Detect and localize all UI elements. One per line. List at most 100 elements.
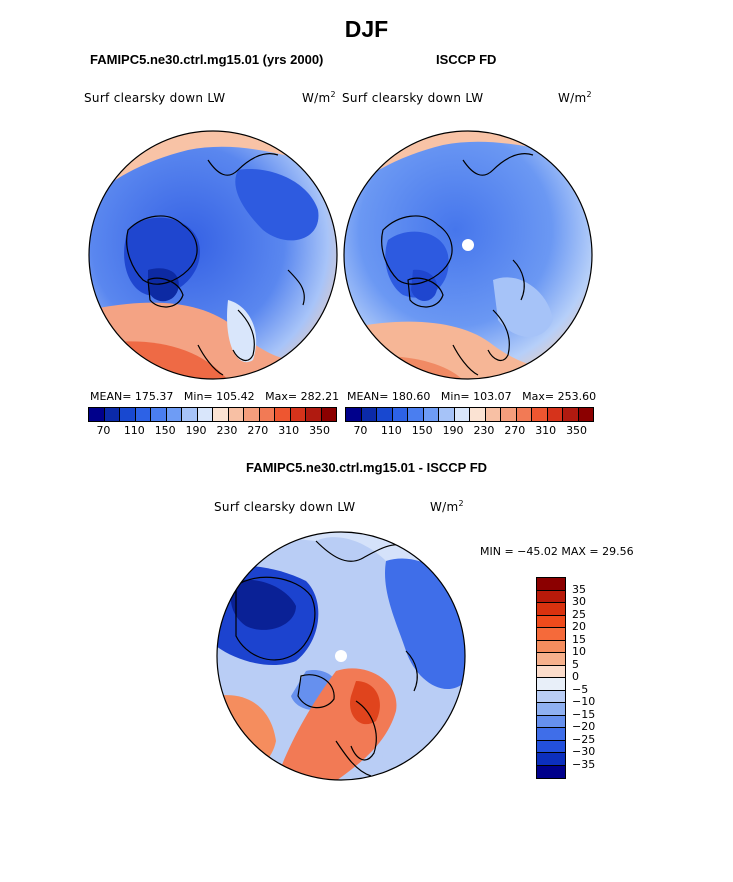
colorbar-swatch — [408, 408, 424, 421]
neutral-region — [227, 300, 257, 363]
colorbar-swatch — [470, 408, 486, 421]
colorbar-swatch — [516, 408, 532, 421]
colorbar-tick-label: −25 — [572, 732, 596, 746]
colorbar-tick-label: 10 — [572, 645, 586, 658]
colorbar-swatch — [306, 408, 322, 421]
colorbar-swatch — [537, 603, 565, 616]
colorbar-swatch — [259, 408, 275, 421]
colorbar-swatch — [151, 408, 167, 421]
colorbar-tick-label: 30 — [572, 595, 586, 608]
colorbar-tick-label: −20 — [572, 720, 596, 733]
colorbar-tick-label: −30 — [572, 745, 596, 758]
colorbar-swatch — [537, 665, 565, 678]
colorbar-tick-label: 190 — [185, 424, 207, 437]
left-stats: MEAN= 175.37 Min= 105.42 Max= 282.21 — [90, 390, 340, 403]
left-colorbar-ticks: 70 110 150 190 230 270 310 350 — [88, 424, 335, 438]
map-boundary — [343, 130, 593, 380]
colorbar-swatch — [346, 408, 362, 421]
colorbar-tick-label: −5 — [572, 682, 589, 696]
pole-missing-data-icon — [462, 239, 474, 251]
cold-core — [148, 268, 179, 302]
colorbar-swatch — [120, 408, 136, 421]
diff-minmax-label: MIN = −45.02 MAX = 29.56 — [480, 545, 634, 558]
colorbar-tick-label: 310 — [535, 424, 557, 437]
colorbar-swatch — [89, 408, 105, 421]
coastlines — [126, 153, 305, 376]
left-panel-heading: FAMIPC5.ne30.ctrl.mg15.01 (yrs 2000) — [90, 52, 324, 67]
colorbar-swatch — [485, 408, 501, 421]
left-colorbar — [88, 407, 337, 422]
colorbar-tick-label: −15 — [572, 707, 596, 721]
right-colorbar — [345, 407, 594, 422]
left-variable-label: Surf clearsky down LW — [84, 91, 226, 105]
colorbar-tick-label: 25 — [572, 607, 586, 621]
left-polar-map — [88, 130, 338, 380]
right-panel-heading: ISCCP FD — [436, 52, 497, 67]
right-colorbar-ticks: 70 110 150 190 230 270 310 350 — [345, 424, 592, 438]
colorbar-swatch — [537, 678, 565, 691]
left-units-label: W/m2 — [302, 90, 336, 105]
colorbar-swatch — [578, 408, 593, 421]
colorbar-tick-label: 5 — [572, 657, 579, 671]
pole-missing-data-icon — [335, 650, 347, 662]
colorbar-tick-label: 150 — [411, 424, 433, 437]
diff-panel-heading: FAMIPC5.ne30.ctrl.mg15.01 - ISCCP FD — [245, 460, 488, 475]
map-boundary — [88, 130, 338, 380]
cold-core — [230, 579, 296, 630]
colorbar-swatch — [197, 408, 213, 421]
colorbar-tick-label: 15 — [572, 632, 586, 646]
colorbar-tick-label: 270 — [247, 424, 269, 437]
colorbar-swatch — [537, 615, 565, 628]
warm-core — [350, 681, 380, 725]
diff-units-label: W/m2 — [430, 499, 464, 514]
cold-region-east — [235, 169, 319, 241]
colorbar-swatch — [537, 690, 565, 703]
colorbar-swatch — [537, 740, 565, 753]
colorbar-tick-label: 20 — [572, 620, 586, 633]
colorbar-swatch — [439, 408, 455, 421]
colorbar-swatch — [244, 408, 260, 421]
colorbar-swatch — [361, 408, 377, 421]
colorbar-tick-label: 230 — [216, 424, 238, 437]
colorbar-swatch — [537, 753, 565, 766]
neutral-region-south — [381, 729, 465, 780]
colorbar-swatch — [290, 408, 306, 421]
colorbar-swatch — [537, 728, 565, 741]
coastlines — [381, 153, 534, 376]
right-polar-map — [343, 130, 593, 380]
colorbar-swatch — [537, 590, 565, 603]
colorbar-tick-label: 35 — [572, 582, 586, 596]
colorbar-tick-label: 270 — [504, 424, 526, 437]
colorbar-swatch — [537, 653, 565, 666]
colorbar-tick-label: 350 — [566, 424, 588, 437]
colorbar-swatch — [228, 408, 244, 421]
colorbar-swatch — [563, 408, 579, 421]
neutral-region — [493, 277, 553, 337]
colorbar-tick-label: −10 — [572, 695, 596, 708]
colorbar-swatch — [537, 703, 565, 716]
colorbar-swatch — [532, 408, 548, 421]
colorbar-tick-label: −35 — [572, 757, 596, 771]
diff-polar-map — [216, 531, 466, 781]
coastlines — [235, 540, 418, 777]
colorbar-tick-label: 70 — [96, 424, 111, 437]
colorbar-swatch — [166, 408, 182, 421]
diff-colorbar — [536, 577, 566, 779]
colorbar-tick-label: 230 — [473, 424, 495, 437]
colorbar-tick-label: 110 — [123, 424, 145, 437]
colorbar-swatch — [377, 408, 393, 421]
colorbar-swatch — [392, 408, 408, 421]
colorbar-tick-label: 350 — [309, 424, 331, 437]
map-boundary — [216, 531, 466, 781]
colorbar-swatch — [423, 408, 439, 421]
right-units-label: W/m2 — [558, 90, 592, 105]
colorbar-tick-label: 110 — [380, 424, 402, 437]
colorbar-swatch — [104, 408, 120, 421]
colorbar-swatch — [213, 408, 229, 421]
colorbar-swatch — [501, 408, 517, 421]
right-variable-label: Surf clearsky down LW — [342, 91, 484, 105]
colorbar-tick-label: 150 — [154, 424, 176, 437]
cold-region-east — [385, 558, 465, 690]
diff-variable-label: Surf clearsky down LW — [214, 500, 356, 514]
colorbar-swatch — [537, 765, 565, 778]
